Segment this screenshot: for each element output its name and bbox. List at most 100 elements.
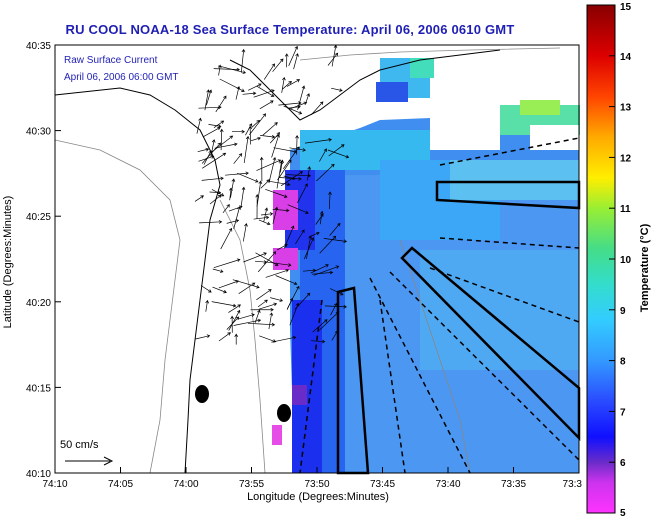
overlay-line1: Raw Surface Current — [64, 55, 158, 66]
current-vector — [331, 330, 338, 341]
current-vector — [307, 166, 312, 181]
current-vector — [288, 45, 299, 66]
current-vector — [283, 175, 296, 181]
current-vector — [253, 89, 275, 98]
current-vector — [319, 235, 337, 254]
current-vector — [258, 302, 278, 310]
colorbar-label: Temperature (°C) — [639, 223, 651, 312]
current-vector — [240, 48, 246, 73]
colorbar-tick-label: 12 — [620, 153, 632, 164]
current-vector — [324, 304, 347, 309]
current-vector — [229, 187, 233, 201]
colorbar-tick-label: 7 — [620, 407, 626, 418]
current-vector — [256, 85, 275, 97]
current-vector — [268, 156, 277, 184]
current-vector — [257, 299, 268, 308]
current-vector — [303, 268, 317, 273]
current-vector — [304, 137, 332, 144]
current-vector — [262, 122, 278, 136]
current-vector — [228, 309, 241, 331]
current-vector — [194, 195, 204, 202]
current-vector — [263, 207, 269, 223]
current-vector — [293, 53, 299, 70]
current-vector — [282, 80, 292, 90]
current-vector — [208, 124, 222, 128]
overlay-line2: April 06, 2006 06:00 GMT — [64, 72, 179, 83]
current-vector — [273, 147, 298, 154]
current-vector — [283, 225, 295, 249]
y-axis: 40:35 40:30 40:25 40:20 40:15 40:10 — [26, 41, 61, 480]
transect-dashed-lines — [299, 137, 580, 474]
current-vector — [271, 335, 297, 343]
y-axis-label: Latitude (Degrees:Minutes) — [2, 196, 14, 329]
current-vector — [311, 270, 334, 275]
current-vector — [211, 135, 234, 153]
x-tick-label: 74:05 — [108, 479, 133, 490]
current-vector — [225, 171, 249, 176]
current-vector — [200, 285, 212, 293]
current-vector — [220, 227, 233, 250]
current-vector — [270, 297, 284, 302]
current-vector — [310, 101, 324, 116]
current-vector — [202, 152, 227, 169]
current-vector — [213, 67, 240, 72]
current-vector — [234, 333, 239, 345]
x-tick-label: 74:00 — [173, 479, 198, 490]
current-vector — [233, 318, 262, 326]
current-vector — [215, 95, 227, 113]
x-axis-label: Longitude (Degrees:Minutes) — [247, 491, 389, 503]
coastline — [54, 49, 501, 474]
current-vector — [260, 212, 274, 216]
colorbar-ticks: 15 14 13 12 11 10 9 8 7 6 5 — [609, 2, 632, 519]
current-vector — [318, 311, 340, 331]
current-vector — [306, 235, 313, 259]
current-vector — [238, 282, 256, 294]
current-vector — [272, 58, 284, 72]
current-vector — [275, 275, 298, 286]
current-vector — [272, 206, 279, 224]
current-vector — [329, 222, 341, 236]
current-vector — [284, 53, 289, 68]
y-tick-label: 40:20 — [26, 298, 51, 309]
current-vector — [197, 147, 210, 153]
map-title: RU COOL NOAA-18 Sea Surface Temperature:… — [65, 22, 515, 37]
current-vectors — [194, 44, 350, 345]
current-vector — [315, 213, 324, 225]
current-vector — [242, 223, 248, 242]
current-vector — [206, 89, 213, 106]
current-vector — [214, 142, 238, 149]
colorbar-tick-label: 11 — [620, 204, 631, 215]
current-vector — [283, 105, 303, 115]
x-tick-label: 73:40 — [435, 479, 460, 490]
x-tick-label: 73:55 — [239, 479, 264, 490]
station-marker — [277, 404, 291, 422]
current-vector — [319, 148, 327, 162]
x-tick-label: 73:50 — [304, 479, 329, 490]
current-vector — [323, 238, 348, 244]
current-vector — [209, 190, 222, 195]
current-vector — [230, 178, 236, 198]
current-vector — [286, 173, 312, 178]
current-vector — [256, 159, 282, 171]
current-vector — [264, 261, 292, 267]
current-vector — [199, 220, 223, 224]
current-vector — [258, 219, 271, 226]
current-vector — [260, 135, 276, 139]
current-vector — [310, 339, 326, 344]
current-vector — [269, 132, 281, 144]
current-vector — [316, 163, 335, 182]
current-vector — [328, 191, 332, 210]
colorbar-tick-label: 9 — [620, 306, 626, 317]
current-vector — [312, 319, 328, 333]
current-vector — [212, 286, 227, 294]
current-vector — [195, 334, 211, 340]
current-vector — [259, 156, 264, 182]
current-vector — [198, 155, 215, 162]
current-vector — [331, 87, 343, 92]
current-vector — [233, 153, 243, 164]
current-vector — [201, 176, 224, 181]
current-vector — [255, 193, 260, 219]
current-vector — [247, 322, 276, 327]
x-tick-label: 74:10 — [42, 479, 67, 490]
x-tick-label: 73:45 — [370, 479, 395, 490]
